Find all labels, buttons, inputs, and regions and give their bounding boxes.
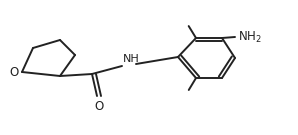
Text: O: O xyxy=(10,65,19,78)
Text: NH$_2$: NH$_2$ xyxy=(238,29,262,45)
Text: O: O xyxy=(94,100,104,113)
Text: NH: NH xyxy=(123,54,140,64)
